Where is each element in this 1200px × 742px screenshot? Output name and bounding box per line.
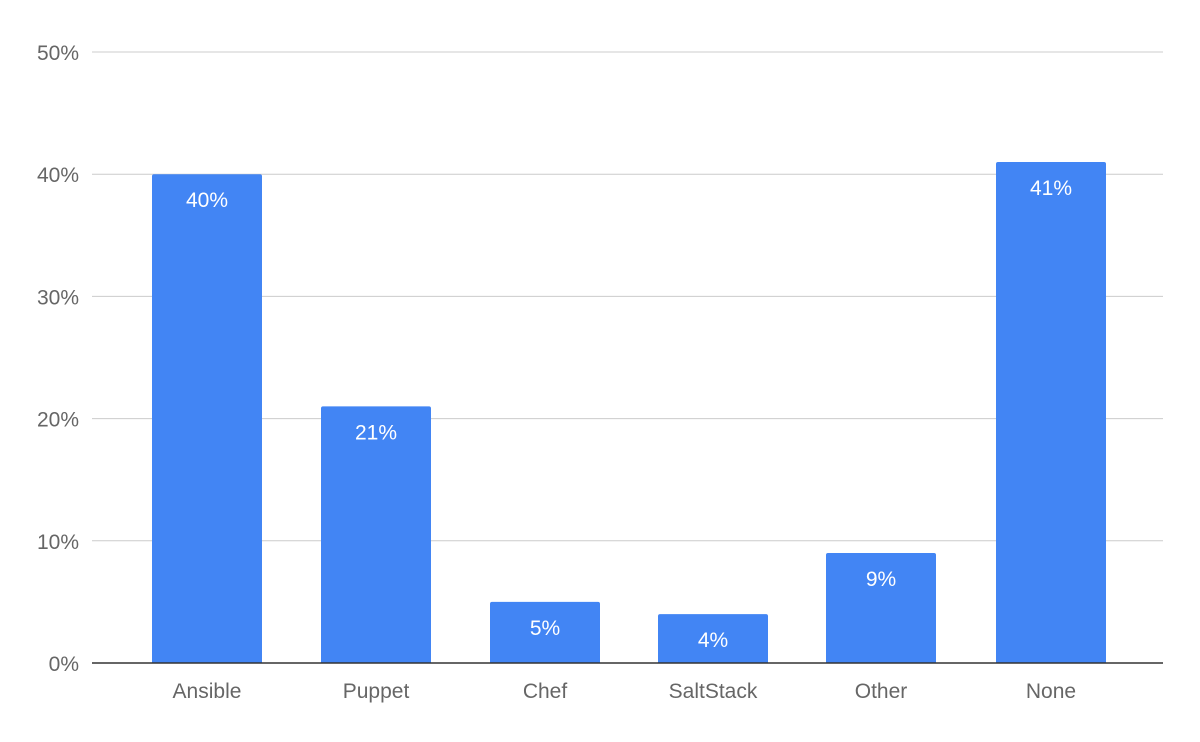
x-category-label: Chef xyxy=(523,680,568,703)
x-category-label: Puppet xyxy=(343,680,410,703)
bar-other xyxy=(826,553,936,663)
bar-ansible xyxy=(152,174,262,663)
bar-value-label: 21% xyxy=(355,421,397,444)
y-tick-label: 40% xyxy=(37,164,79,187)
bar-none xyxy=(996,161,1106,664)
bar-chef xyxy=(490,601,600,663)
y-axis-ticks: 0% 10% 20% 30% 40% 50% xyxy=(37,42,79,676)
y-tick-label: 20% xyxy=(37,409,79,432)
bar-value-label: 9% xyxy=(866,568,896,591)
bar-puppet xyxy=(321,406,431,663)
bar-value-label: 5% xyxy=(530,617,560,640)
bars xyxy=(152,161,1106,664)
x-category-label: Ansible xyxy=(173,680,242,703)
bar-value-labels: 40% 21% 5% 4% 9% 41% xyxy=(186,177,1072,652)
bar-value-label: 41% xyxy=(1030,177,1072,200)
bar-value-label: 4% xyxy=(698,629,728,652)
x-category-label: SaltStack xyxy=(669,680,758,703)
bar-saltstack xyxy=(658,614,768,663)
y-tick-label: 10% xyxy=(37,531,79,554)
gridlines xyxy=(92,51,1163,542)
bar-value-label: 40% xyxy=(186,189,228,212)
x-axis-categories: Ansible Puppet Chef SaltStack Other None xyxy=(173,680,1077,703)
y-tick-label: 30% xyxy=(37,286,79,309)
x-category-label: None xyxy=(1026,680,1076,703)
y-tick-label: 0% xyxy=(49,653,79,676)
x-category-label: Other xyxy=(855,680,908,703)
y-tick-label: 50% xyxy=(37,42,79,65)
